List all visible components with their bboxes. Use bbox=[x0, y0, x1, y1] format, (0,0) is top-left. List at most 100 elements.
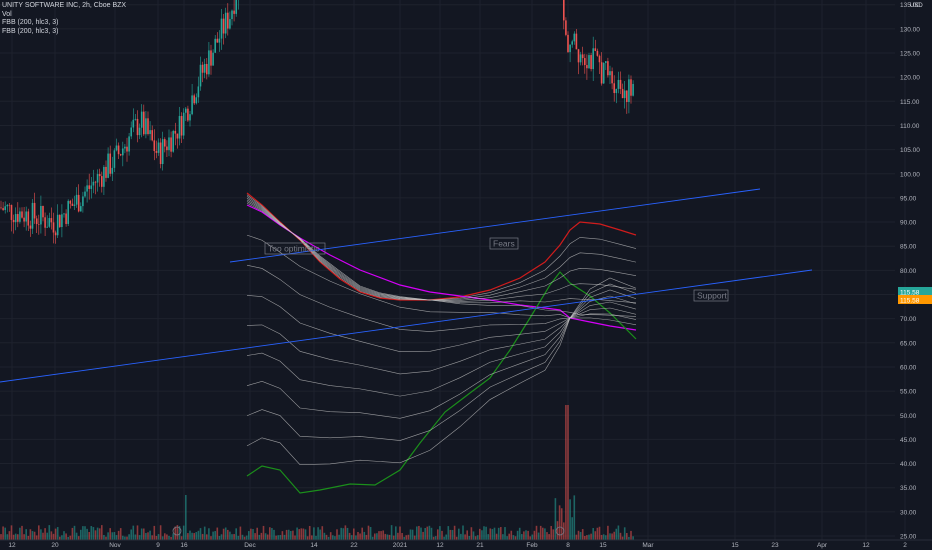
volume-bar bbox=[437, 529, 439, 540]
volume-bar bbox=[168, 535, 170, 540]
volume-bar bbox=[96, 527, 99, 540]
volume-bar bbox=[344, 525, 347, 540]
candle-body bbox=[46, 226, 48, 228]
volume-bar bbox=[214, 531, 216, 540]
volume-bar bbox=[554, 498, 557, 540]
candle-body bbox=[50, 218, 53, 223]
volume-bar bbox=[464, 534, 466, 540]
candle-body bbox=[626, 90, 628, 103]
volume-bar bbox=[413, 535, 416, 540]
volume-bar bbox=[199, 528, 202, 540]
candle-body bbox=[233, 10, 235, 14]
volume-bar bbox=[231, 534, 233, 540]
volume-label[interactable]: Vol bbox=[2, 10, 12, 18]
upper-trendline[interactable] bbox=[229, 188, 761, 263]
annotation-box[interactable] bbox=[264, 242, 326, 255]
volume-bar bbox=[65, 533, 67, 540]
candle-body bbox=[159, 142, 162, 165]
volume-bar bbox=[596, 527, 599, 540]
annotation-text[interactable]: Fears bbox=[493, 239, 515, 249]
volume-bar bbox=[153, 525, 156, 540]
inner-band-line bbox=[246, 301, 637, 375]
volume-bar bbox=[98, 528, 101, 540]
time-tick-label: 22 bbox=[350, 542, 358, 549]
volume-bar bbox=[174, 526, 177, 540]
support-trendline[interactable] bbox=[0, 269, 813, 383]
price-axis[interactable]: 215.00210.00205.00200.00195.00190.00185.… bbox=[900, 0, 920, 541]
price-tick-label: 125.00 bbox=[900, 51, 920, 58]
price-tick-label: 25.00 bbox=[900, 534, 917, 541]
volume-bar bbox=[73, 525, 76, 540]
price-tick-label: 100.00 bbox=[900, 171, 920, 178]
volume-bar bbox=[61, 535, 63, 540]
volume-bar bbox=[401, 533, 403, 540]
volume-bar bbox=[487, 534, 489, 540]
indicator-label-1[interactable]: FBB (200, hlc3, 3) bbox=[2, 19, 59, 26]
event-marker-icon[interactable] bbox=[172, 526, 182, 536]
candle-body bbox=[581, 54, 584, 59]
volume-bar bbox=[565, 405, 567, 540]
volume-bar bbox=[506, 536, 508, 540]
candle-body bbox=[590, 55, 592, 70]
candle-body bbox=[157, 142, 160, 153]
volume-bar bbox=[216, 527, 219, 540]
volume-bar bbox=[598, 526, 601, 540]
volume-bar bbox=[466, 530, 468, 540]
inner-band-line bbox=[246, 277, 637, 465]
volume-bar bbox=[56, 527, 59, 540]
volume-bar bbox=[23, 534, 25, 540]
candle-body bbox=[140, 111, 143, 128]
candle-body bbox=[628, 79, 630, 103]
candle-body bbox=[0, 207, 2, 209]
volume-bar bbox=[195, 532, 198, 540]
volume-bar bbox=[140, 528, 143, 540]
volume-bar bbox=[277, 535, 279, 540]
volume-bar bbox=[92, 527, 95, 540]
volume-bar bbox=[122, 535, 124, 540]
volume-bar bbox=[355, 535, 357, 540]
volume-bar bbox=[86, 528, 88, 540]
trendlines[interactable] bbox=[0, 188, 813, 383]
volume-bar bbox=[275, 535, 277, 540]
volume-bar bbox=[218, 535, 221, 540]
annotation-box[interactable] bbox=[489, 237, 519, 250]
candle-body bbox=[134, 118, 137, 120]
symbol-title[interactable]: UNITY SOFTWARE INC, 2h, Cboe BZX bbox=[2, 2, 127, 9]
annotation-text[interactable]: Support bbox=[697, 291, 727, 301]
time-axis[interactable]: 12 20 Nov 9 16 Dec 14 22 2021 12 21 Feb 8 15 Mar 15 23 Ap… bbox=[0, 539, 932, 549]
volume-bar bbox=[447, 526, 450, 540]
volume-bar bbox=[31, 531, 34, 540]
volume-bar bbox=[418, 525, 420, 540]
candle-body bbox=[632, 83, 634, 96]
volume-bar bbox=[458, 528, 460, 540]
annotation-text[interactable]: Too optimistic bbox=[268, 244, 320, 254]
annotations[interactable]: Too optimistic Fears Support bbox=[264, 237, 729, 302]
volume-bar bbox=[586, 535, 588, 540]
annotation-box[interactable] bbox=[693, 289, 729, 302]
price-tick-label: 60.00 bbox=[900, 364, 917, 371]
volume-bar bbox=[420, 527, 422, 540]
volume-bar bbox=[59, 536, 61, 540]
volume-bar bbox=[197, 530, 200, 540]
event-marker-icon[interactable] bbox=[555, 526, 565, 536]
price-tick-label: 80.00 bbox=[900, 268, 917, 275]
volume-bar bbox=[535, 525, 538, 540]
volume-bar bbox=[338, 534, 340, 540]
price-tag-text: 115.58 bbox=[900, 298, 920, 305]
candle-body bbox=[98, 174, 101, 177]
volume-bar bbox=[441, 530, 443, 540]
price-tick-label: 130.00 bbox=[900, 26, 920, 33]
volume-bar bbox=[632, 536, 634, 540]
volume-bar bbox=[44, 528, 46, 540]
volume-bar bbox=[359, 533, 361, 540]
currency-label[interactable]: USD bbox=[910, 3, 923, 9]
candle-body bbox=[197, 86, 200, 98]
volume-bar bbox=[380, 531, 382, 540]
indicator-label-2[interactable]: FBB (200, hlc3, 3) bbox=[2, 27, 59, 35]
time-tick-label: Dec bbox=[244, 542, 256, 549]
candle-body bbox=[164, 139, 166, 147]
volume-bar bbox=[560, 508, 563, 540]
volume-bar bbox=[550, 525, 552, 540]
volume-bar bbox=[353, 528, 355, 540]
